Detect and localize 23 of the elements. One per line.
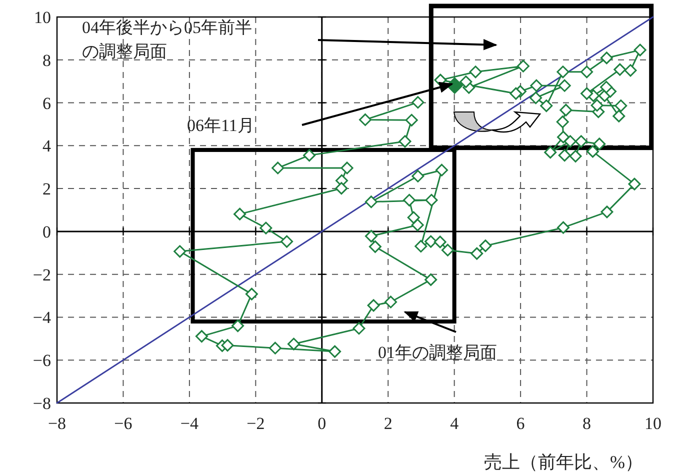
y-tick-label: 8 xyxy=(42,50,51,70)
y-tick-label: −2 xyxy=(32,265,51,284)
y-tick-label: 6 xyxy=(42,94,51,113)
annotation: 01年の調整局面 xyxy=(378,342,498,364)
y-tick-label: 10 xyxy=(34,8,51,27)
y-tick-label: 4 xyxy=(42,136,52,156)
x-tick-label: −4 xyxy=(180,414,199,433)
x-tick-label: 0 xyxy=(318,414,326,433)
annotation: 06年11月 xyxy=(187,115,256,137)
y-tick-label: 2 xyxy=(42,180,51,199)
x-tick-label: −6 xyxy=(114,414,132,433)
y-tick-label: −4 xyxy=(32,308,52,328)
x-tick-label: 10 xyxy=(644,414,662,433)
y-tick-label: −6 xyxy=(32,351,51,370)
x-tick-label: 2 xyxy=(384,414,392,433)
x-tick-label: 6 xyxy=(516,414,525,433)
x-tick-label: 8 xyxy=(582,414,592,433)
annotation: 04年後半から05年前半の調整局面 xyxy=(82,17,253,63)
y-tick-label: −8 xyxy=(32,394,51,413)
x-axis-title: 売上（前年比、%） xyxy=(484,452,643,472)
x-tick-label: −2 xyxy=(246,414,265,433)
x-tick-label: 4 xyxy=(450,414,460,433)
y-tick-label: 0 xyxy=(42,222,51,242)
